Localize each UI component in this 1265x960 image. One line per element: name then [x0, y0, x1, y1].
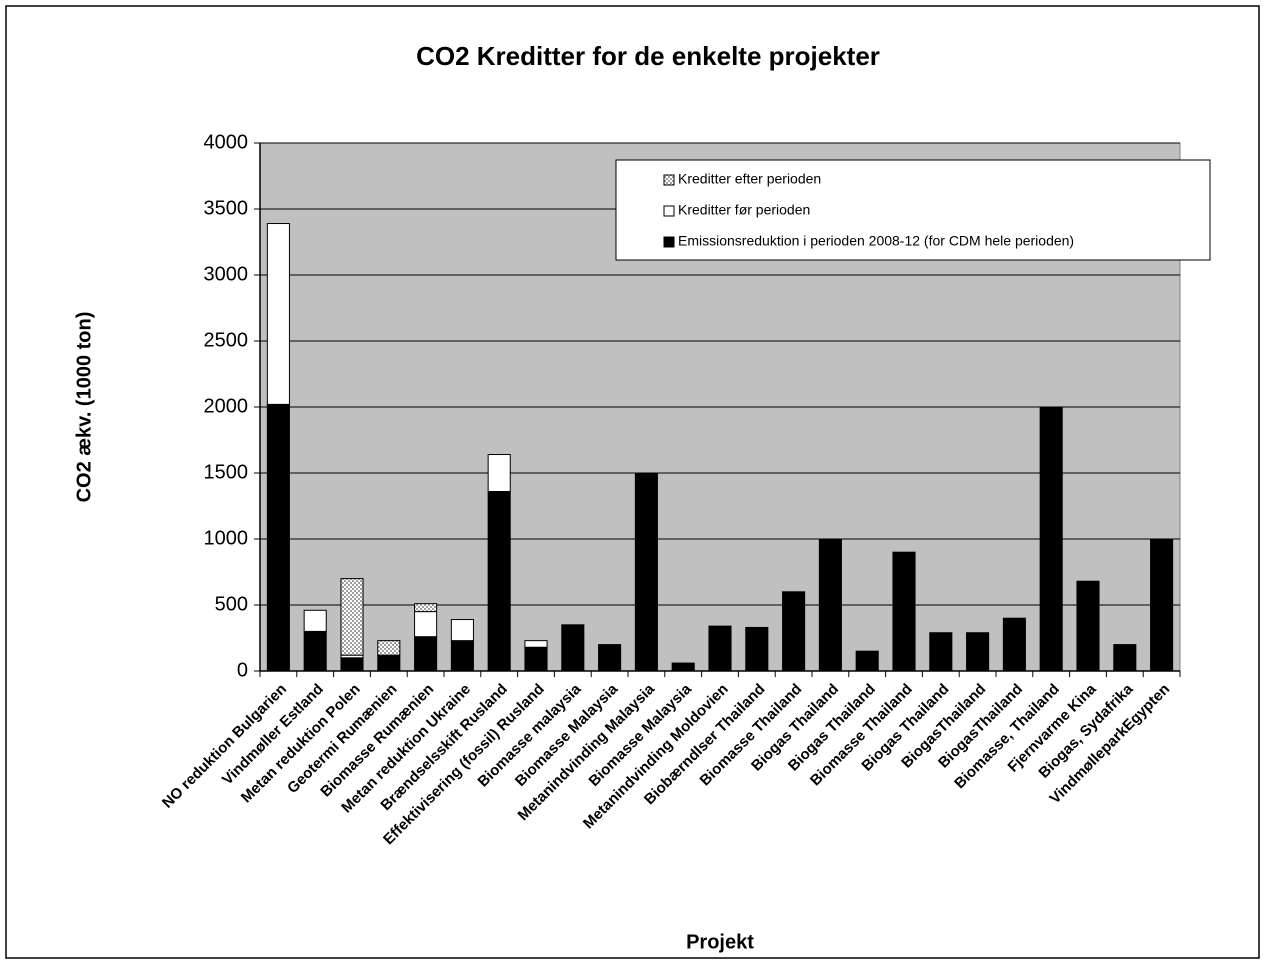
legend-label: Kreditter før perioden: [678, 202, 810, 218]
bar-segment: [414, 611, 438, 638]
bar-segment: [524, 640, 548, 648]
bar-segment: [634, 472, 658, 672]
bar-segment: [929, 632, 953, 672]
bar-segment: [966, 632, 990, 672]
bar-segment: [1113, 644, 1137, 672]
bar-segment: [487, 454, 511, 492]
y-tick-label: 0: [237, 659, 248, 681]
bar-segment: [340, 657, 364, 672]
bar-segment: [671, 662, 695, 672]
bar-segment: [818, 538, 842, 672]
bar-segment: [598, 644, 622, 672]
bar-segment: [855, 650, 879, 672]
bar-segment: [1039, 406, 1063, 672]
bar-segment: [1076, 580, 1100, 672]
y-tick-label: 4000: [204, 131, 249, 153]
bar-segment: [266, 223, 290, 405]
bar-segment: [450, 640, 474, 672]
bar-segment: [745, 626, 769, 672]
bar-segment: [487, 490, 511, 672]
bar-segment: [377, 640, 401, 656]
bar-segment: [892, 551, 916, 672]
bar-segment: [450, 619, 474, 642]
legend-label: Emissionsreduktion i perioden 2008-12 (f…: [678, 233, 1074, 249]
bar-segment: [782, 591, 806, 672]
y-tick-label: 500: [215, 593, 248, 615]
bar-segment: [340, 578, 364, 656]
bar-segment: [303, 630, 327, 672]
y-tick-label: 3000: [204, 263, 249, 285]
y-tick-label: 2500: [204, 329, 249, 351]
chart-title: CO2 Kreditter for de enkelte projekter: [416, 41, 880, 71]
y-tick-label: 2000: [204, 395, 249, 417]
bar-segment: [377, 654, 401, 672]
bar-segment: [1150, 538, 1174, 672]
legend-swatch: [663, 174, 675, 186]
y-axis-label: CO2 ækv. (1000 ton): [73, 312, 95, 503]
legend-label: Kreditter efter perioden: [678, 171, 821, 187]
bar-segment: [708, 625, 732, 672]
legend: Kreditter efter perioden Kreditter før pe…: [615, 159, 1211, 261]
bar-segment: [414, 636, 438, 672]
y-tick-label: 1000: [204, 527, 249, 549]
bar-segment: [303, 609, 327, 632]
y-tick-label: 1500: [204, 461, 249, 483]
bar-segment: [561, 624, 585, 672]
legend-swatch: [663, 205, 675, 217]
bar-segment: [266, 403, 290, 672]
bar-segment: [414, 603, 438, 613]
bar-segment: [524, 646, 548, 672]
legend-swatch: [663, 236, 675, 248]
x-axis-label: Projekt: [686, 931, 754, 953]
bar-segment: [1002, 617, 1026, 672]
y-tick-label: 3500: [204, 197, 249, 219]
legend-box: [615, 159, 1211, 261]
